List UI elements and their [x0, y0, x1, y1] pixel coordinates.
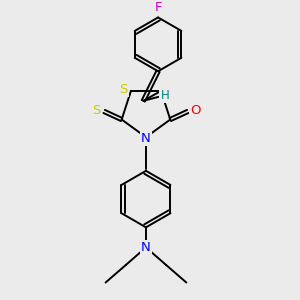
- Text: H: H: [160, 89, 169, 102]
- Text: O: O: [190, 103, 201, 117]
- Text: N: N: [141, 241, 151, 254]
- Text: S: S: [119, 83, 128, 96]
- Text: N: N: [141, 132, 151, 145]
- Text: F: F: [154, 1, 162, 14]
- Text: S: S: [92, 103, 101, 117]
